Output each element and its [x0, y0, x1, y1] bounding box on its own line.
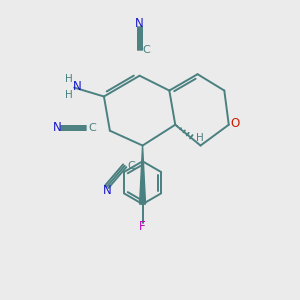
Text: N: N: [103, 184, 111, 196]
Polygon shape: [140, 146, 146, 204]
Text: H: H: [65, 90, 73, 100]
Text: C: C: [89, 123, 97, 133]
Text: O: O: [231, 117, 240, 130]
Text: H: H: [196, 133, 203, 143]
Text: N: N: [135, 16, 144, 30]
Text: N: N: [53, 121, 62, 134]
Text: N: N: [73, 80, 82, 93]
Text: C: C: [142, 45, 150, 56]
Text: C: C: [128, 161, 135, 171]
Text: F: F: [139, 220, 146, 233]
Text: H: H: [65, 74, 73, 84]
